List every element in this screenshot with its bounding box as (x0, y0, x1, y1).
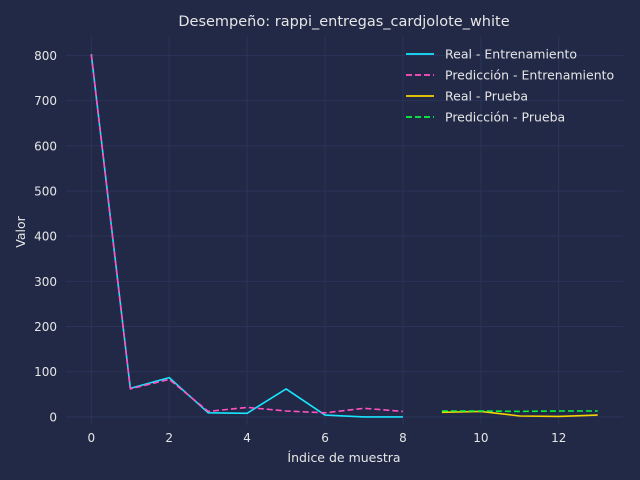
series-line-2 (90, 54, 403, 414)
legend-label: Real - Entrenamiento (445, 47, 577, 62)
grid (66, 36, 623, 425)
x-tick-label: 8 (399, 431, 407, 445)
series-line-3 (441, 410, 598, 418)
y-axis-label: Valor (13, 215, 28, 247)
y-tick-label: 700 (34, 94, 57, 108)
x-tick-label: 12 (551, 431, 566, 445)
y-tick-label: 100 (34, 365, 57, 379)
x-tick-label: 10 (473, 431, 488, 445)
x-tick-label: 2 (165, 431, 173, 445)
x-tick-label: 6 (321, 431, 329, 445)
y-tick-label: 600 (34, 139, 57, 153)
y-tick-label: 500 (34, 184, 57, 198)
y-tick-label: 0 (49, 410, 57, 424)
chart-title: Desempeño: rappi_entregas_cardjolote_whi… (178, 14, 509, 30)
y-axis-ticks: 0 100 200 300 400 500 600 700 800 (34, 49, 57, 424)
x-tick-label: 0 (87, 431, 95, 445)
y-tick-label: 300 (34, 275, 57, 289)
series-lines (90, 54, 598, 418)
legend: Real - Entrenamiento Predicción - Entrena… (406, 47, 614, 125)
legend-label: Predicción - Entrenamiento (445, 68, 614, 83)
y-tick-label: 800 (34, 49, 57, 63)
y-tick-label: 200 (34, 320, 57, 334)
y-tick-label: 400 (34, 230, 57, 244)
x-axis-label: Índice de muestra (287, 450, 400, 465)
legend-label: Real - Prueba (445, 89, 528, 104)
series-line-1 (90, 54, 403, 418)
legend-label: Predicción - Prueba (445, 110, 565, 125)
x-axis-ticks: 0 2 4 6 8 10 12 (87, 431, 566, 445)
x-tick-label: 4 (243, 431, 251, 445)
